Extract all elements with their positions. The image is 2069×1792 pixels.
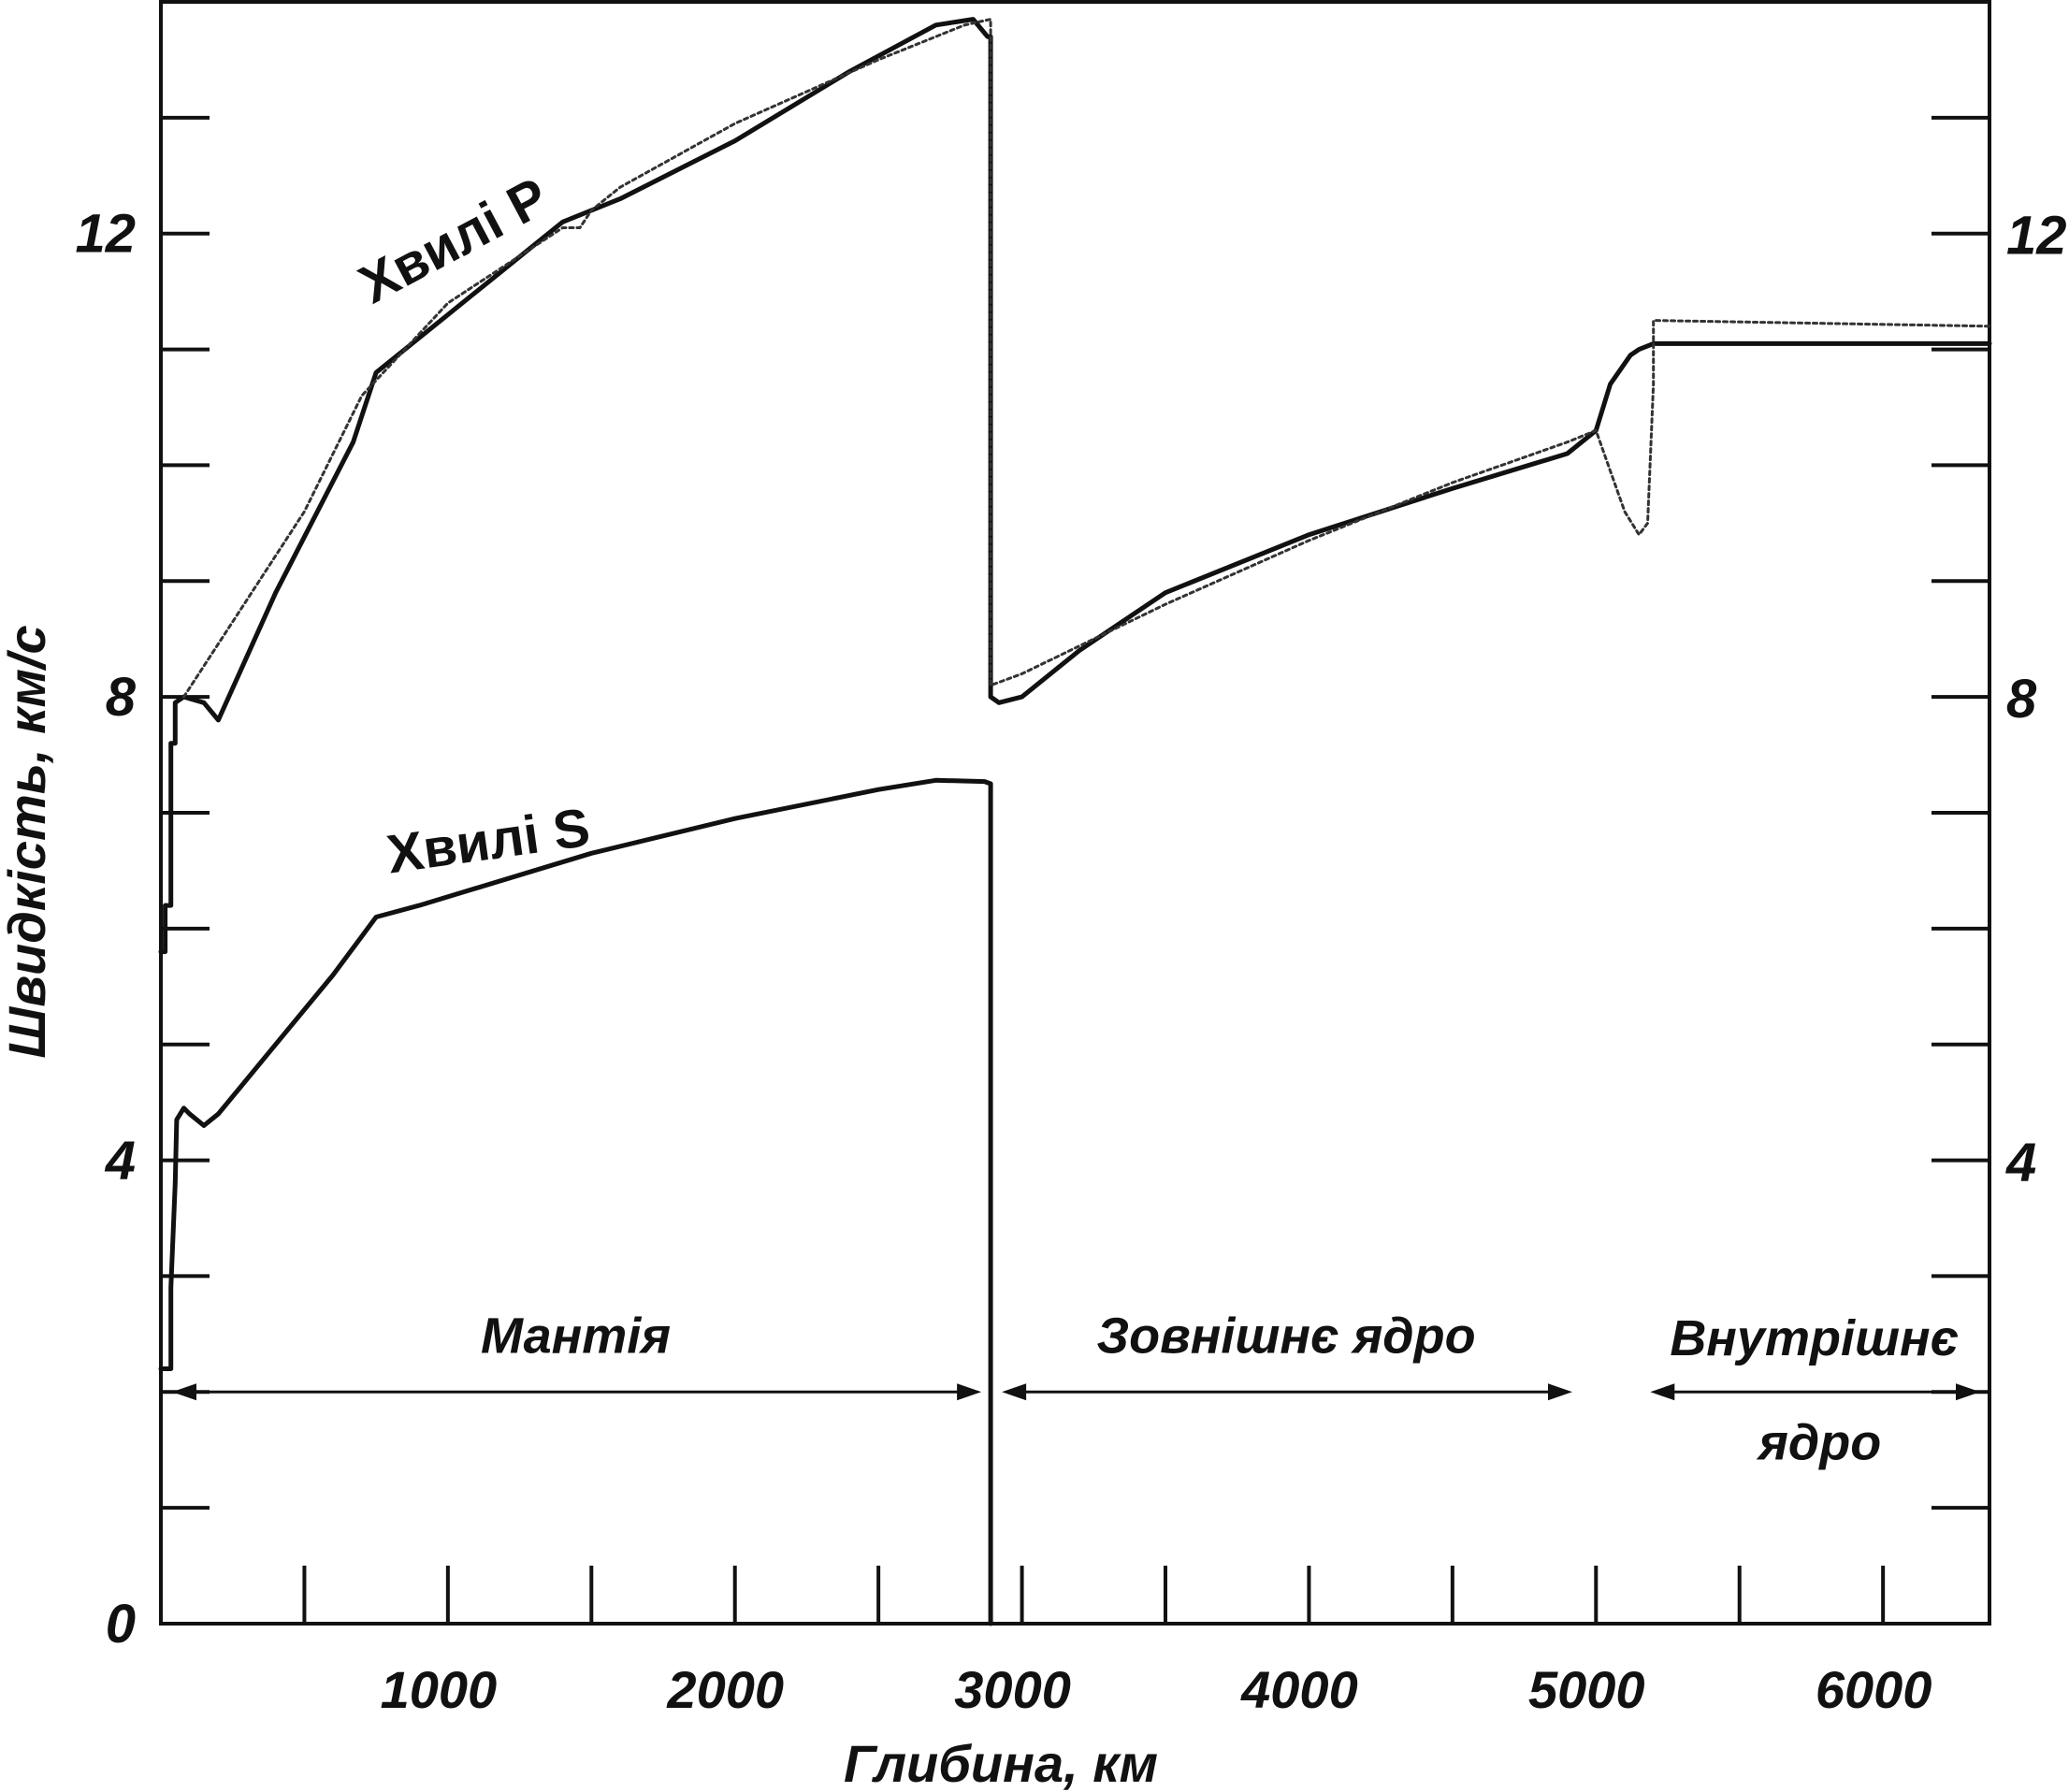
y-tick-label-left: 8 <box>106 667 137 728</box>
region-annotations: Мантія Зовнішнє ядро Внутрішнє ядро <box>172 1308 1980 1470</box>
region-label: Зовнішнє ядро <box>1096 1308 1475 1365</box>
x-tick-label: 4000 <box>1240 1660 1358 1719</box>
region-arrow-head-left <box>172 1383 196 1401</box>
x-tick-label: 1000 <box>381 1660 498 1719</box>
x-tick-label: 6000 <box>1816 1660 1932 1719</box>
region-arrow-head-left <box>1650 1383 1675 1401</box>
series-label: Хвилі P <box>350 166 558 315</box>
y-tick-label-right: 8 <box>2006 669 2037 730</box>
series-line-dotted <box>182 18 1991 699</box>
x-axis-title: Глибина, км <box>844 1734 1158 1792</box>
region-arrow-head-right <box>1956 1383 1980 1401</box>
region-label: ядро <box>1756 1414 1881 1470</box>
region-arrow-head-right <box>957 1383 982 1401</box>
y-tick-label-left: 4 <box>105 1131 136 1192</box>
region-arrow-head-right <box>1547 1383 1572 1401</box>
x-tick-label: 3000 <box>954 1660 1071 1719</box>
region-label: Мантія <box>481 1308 671 1365</box>
axis-ticks: 1000 2000 3000 4000 5000 6000 0 4 8 12 4 8 12 <box>75 115 2067 1719</box>
y-tick-label-right: 12 <box>2006 206 2067 267</box>
y-tick-label-left: 0 <box>106 1594 136 1655</box>
series-line-p-waves <box>158 17 1992 955</box>
y-tick-label-right: 4 <box>2005 1133 2036 1193</box>
region-label: Внутрішнє <box>1670 1310 1959 1366</box>
series-label: Хвилі S <box>383 797 594 886</box>
y-axis-title: Швидкість, км/с <box>0 625 56 1058</box>
x-tick-label: 5000 <box>1528 1660 1645 1719</box>
y-tick-label-left: 12 <box>75 204 136 265</box>
x-tick-label: 2000 <box>666 1660 784 1719</box>
series-line-s-waves <box>158 777 993 1626</box>
series-lines <box>158 17 1992 1626</box>
region-arrow-head-left <box>1002 1383 1027 1401</box>
series-labels: Хвилі P Хвилі S <box>350 166 594 885</box>
